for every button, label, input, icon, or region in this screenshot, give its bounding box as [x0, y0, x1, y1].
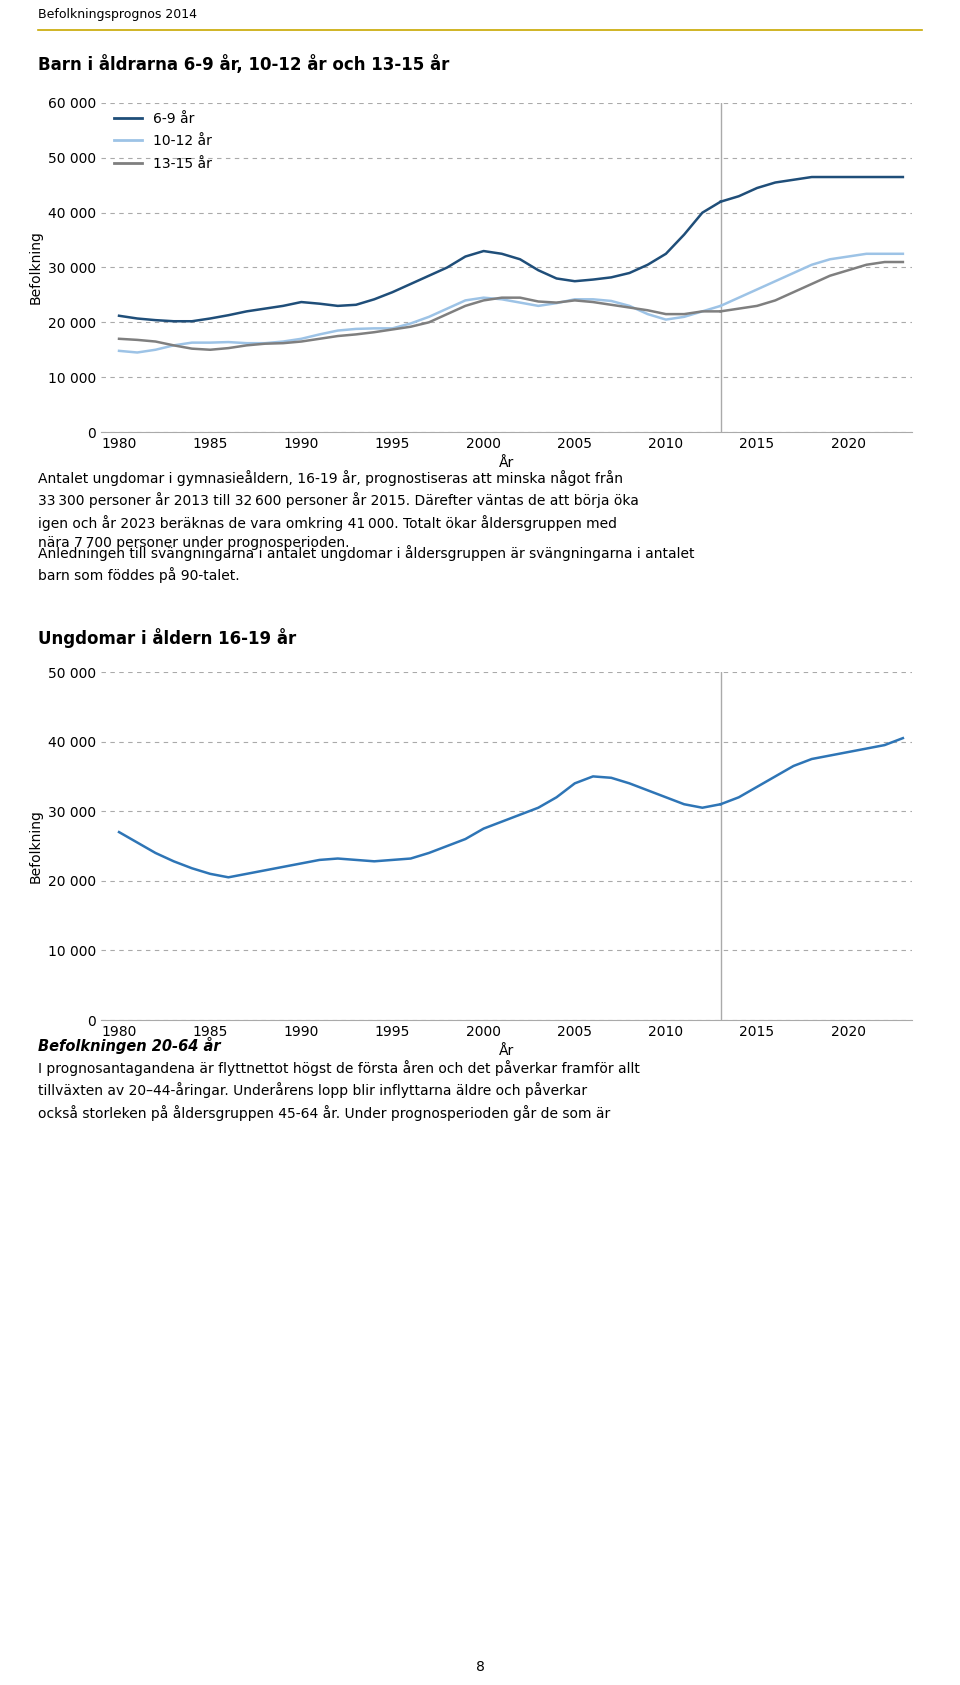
Y-axis label: Befolkning: Befolkning: [28, 231, 42, 305]
Y-axis label: Befolkning: Befolkning: [28, 809, 42, 883]
Text: Anledningen till svängningarna i antalet ungdomar i åldersgruppen är svängningar: Anledningen till svängningarna i antalet…: [38, 544, 695, 583]
Text: 8: 8: [475, 1660, 485, 1673]
Text: Ungdomar i åldern 16-19 år: Ungdomar i åldern 16-19 år: [38, 629, 297, 649]
Text: Befolkningen 20-64 år: Befolkningen 20-64 år: [38, 1036, 221, 1055]
Text: Antalet ungdomar i gymnasieåldern, 16-19 år, prognostiseras att minska något frå: Antalet ungdomar i gymnasieåldern, 16-19…: [38, 470, 639, 551]
Text: Barn i åldrarna 6-9 år, 10-12 år och 13-15 år: Barn i åldrarna 6-9 år, 10-12 år och 13-…: [38, 56, 450, 74]
X-axis label: År: År: [499, 1045, 514, 1058]
Text: Befolkningsprognos 2014: Befolkningsprognos 2014: [38, 8, 198, 20]
X-axis label: År: År: [499, 457, 514, 470]
Text: I prognosantagandena är flyttnettot högst de första åren och det påverkar framfö: I prognosantagandena är flyttnettot högs…: [38, 1060, 640, 1121]
Legend: 6-9 år, 10-12 år, 13-15 år: 6-9 år, 10-12 år, 13-15 år: [108, 106, 218, 175]
